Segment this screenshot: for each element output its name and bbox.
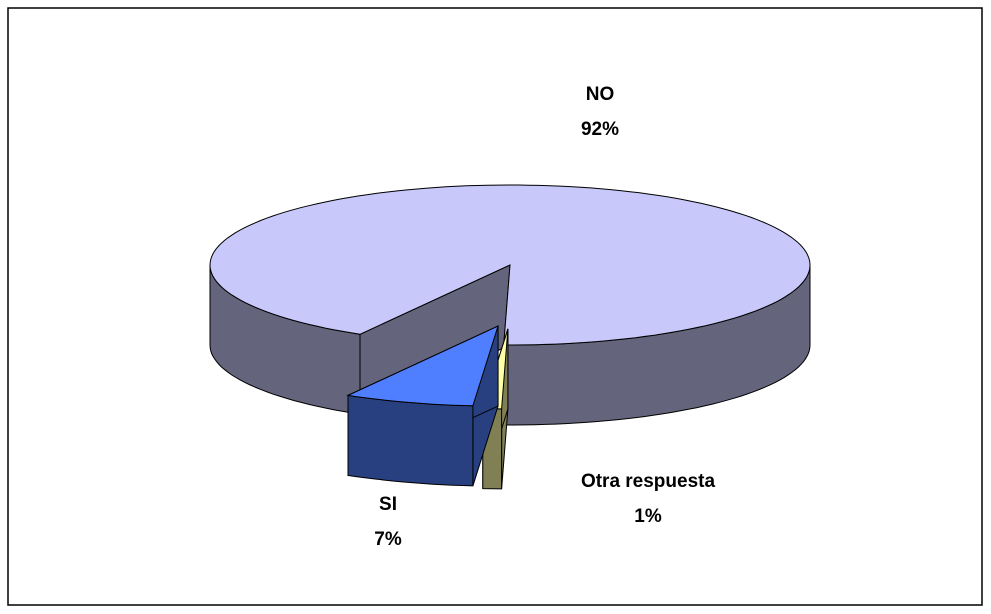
slice-label: Otra respuesta (581, 471, 716, 492)
slice-side (347, 394, 474, 487)
slice-value-label: 1% (634, 506, 662, 527)
slice-value-label: 7% (374, 529, 402, 550)
slice-label: SI (379, 494, 397, 515)
slice-top (209, 184, 811, 346)
slice-top (346, 325, 499, 407)
slice-value-label: 92% (581, 119, 619, 140)
slice-label: NO (586, 84, 615, 105)
slice (209, 184, 811, 426)
slice (346, 325, 499, 487)
